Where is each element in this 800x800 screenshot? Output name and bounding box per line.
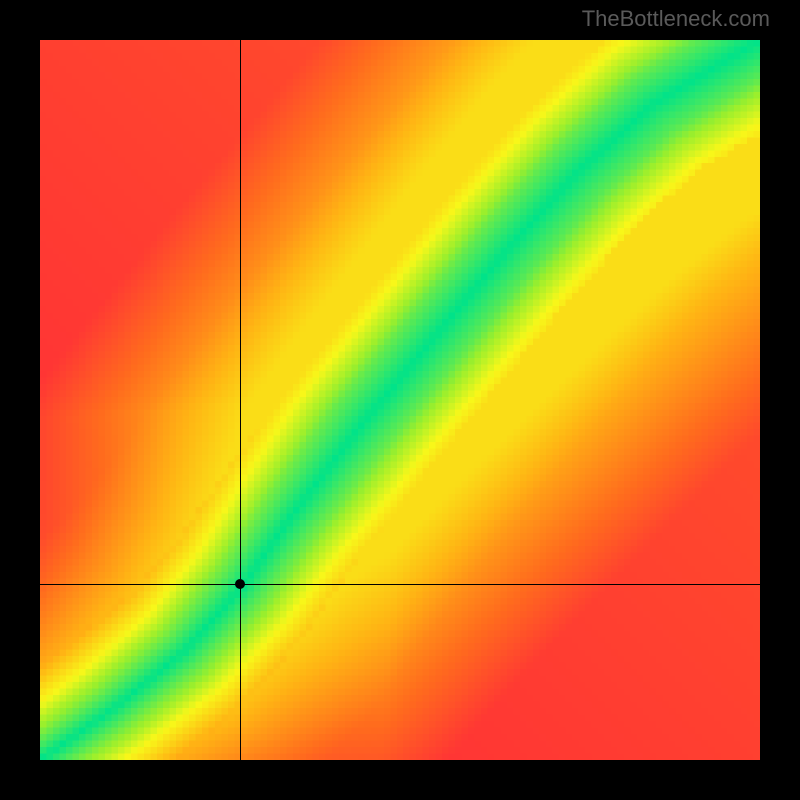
heatmap-plot-area [40, 40, 760, 760]
crosshair-vertical-line [240, 40, 241, 760]
crosshair-marker-dot [235, 579, 245, 589]
watermark-text: TheBottleneck.com [582, 6, 770, 32]
crosshair-horizontal-line [40, 584, 760, 585]
heatmap-canvas [40, 40, 760, 760]
